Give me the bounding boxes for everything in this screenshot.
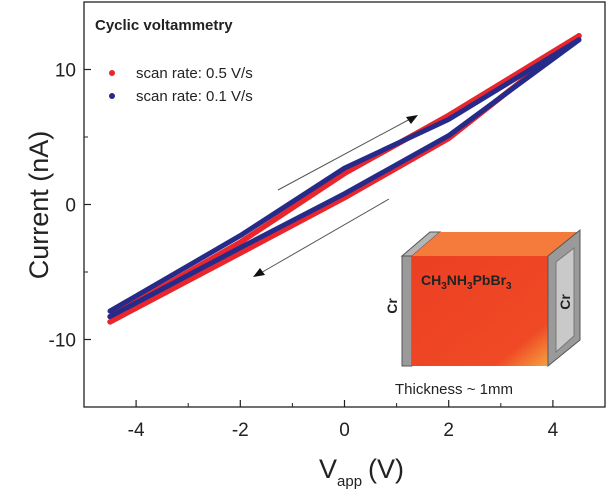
x-tick-label-2: 0 (339, 420, 350, 441)
forward-arrow (277, 117, 413, 191)
series-1-forward-sweep (107, 37, 582, 320)
formula-part-5: 3 (506, 281, 512, 292)
chart-title: Cyclic voltammetry (95, 17, 233, 34)
y-axis-ticks: 10 0 -10 (49, 61, 91, 352)
formula-part-4: PbBr (473, 272, 507, 288)
formula-part-3: 3 (467, 281, 473, 292)
left-electrode (401, 255, 413, 367)
y-tick-label-1: 0 (65, 196, 76, 217)
svg-text:Vapp(V): Vapp (V) (319, 454, 404, 490)
formula-part-2: NH (447, 272, 467, 288)
legend-marker-0 (109, 70, 115, 76)
x-axis-label-sub: app (337, 473, 362, 490)
crystal-top (412, 232, 578, 256)
x-axis-label: Vapp (V) (319, 454, 404, 490)
x-tick-label-0: -4 (128, 420, 145, 441)
reverse-arrow-head (253, 268, 265, 277)
y-tick-label-2: -10 (49, 331, 76, 352)
electrode-right-label: Cr (557, 294, 573, 310)
legend-label-0: scan rate: 0.5 V/s (136, 65, 253, 82)
x-axis-ticks: -4 -2 0 2 4 (83, 400, 606, 441)
legend-label-1: scan rate: 0.1 V/s (136, 88, 253, 105)
sweep-arrows (253, 115, 418, 277)
x-tick-label-1: -2 (232, 420, 249, 441)
electrode-left-label: Cr (384, 298, 400, 314)
series-layer (107, 33, 582, 325)
formula-part-1: 3 (441, 281, 447, 292)
series-0-reverse-sweep (107, 33, 582, 320)
y-tick-label-0: 10 (55, 61, 76, 82)
reverse-arrow (258, 198, 390, 275)
legend: scan rate: 0.5 V/s scan rate: 0.1 V/s (109, 65, 253, 105)
forward-arrow-head (406, 115, 418, 124)
legend-marker-1 (109, 93, 115, 99)
compound-formula: CH3NH3PbBr3 (421, 272, 512, 292)
device-inset: Cr Cr CH3NH3PbBr3 Thickness ~ 1mm (384, 228, 581, 398)
right-electrode-inner (555, 246, 575, 354)
formula-part-0: CH (421, 272, 441, 288)
x-axis-label-unit: (V) (368, 454, 404, 484)
crystal-front (412, 256, 548, 366)
x-tick-label-4: 4 (548, 420, 559, 441)
x-tick-label-3: 2 (443, 420, 454, 441)
x-axis-label-main: V (319, 454, 337, 484)
thickness-label: Thickness ~ 1mm (395, 381, 513, 398)
series-1-reverse-sweep (107, 37, 582, 314)
y-axis-label: Current (nA) (24, 131, 54, 280)
